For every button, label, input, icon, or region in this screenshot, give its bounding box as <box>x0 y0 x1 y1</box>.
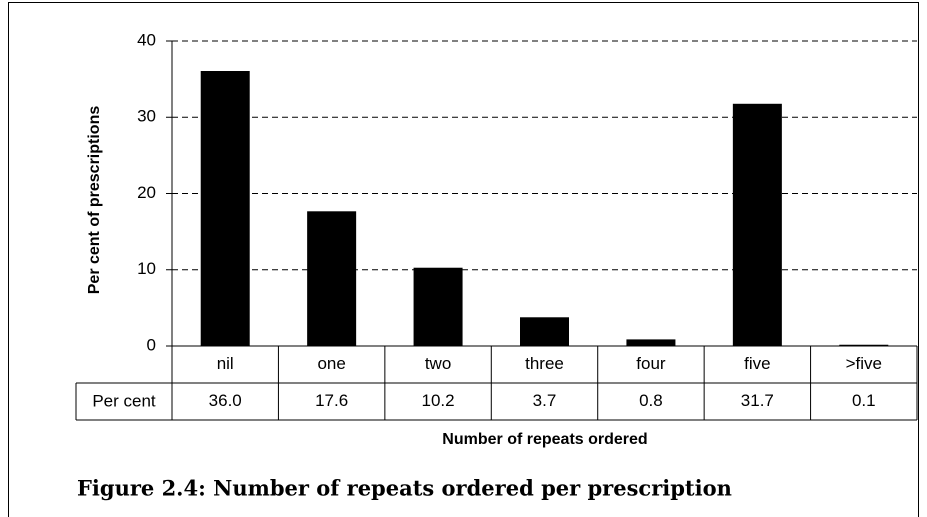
x-tick-label: nil <box>217 354 234 373</box>
table-row-label: Per cent <box>92 391 156 410</box>
bar <box>732 103 782 347</box>
value-label: 10.2 <box>422 391 455 410</box>
x-tick-label: four <box>636 354 666 373</box>
x-tick-label: three <box>525 354 564 373</box>
y-tick-label: 10 <box>137 259 156 278</box>
bar <box>307 211 357 347</box>
bar <box>626 339 676 347</box>
y-tick-label: 30 <box>137 107 156 126</box>
value-label: 31.7 <box>741 391 774 410</box>
x-tick-label: one <box>317 354 345 373</box>
y-tick-label: 40 <box>137 30 156 49</box>
chart-title: Figure 2.4: Number of repeats ordered pe… <box>77 476 732 501</box>
x-tick-label: five <box>744 354 770 373</box>
value-label: 0.1 <box>852 391 876 410</box>
value-label: 0.8 <box>639 391 663 410</box>
x-tick-label: >five <box>846 354 882 373</box>
y-axis-label: Per cent of prescriptions <box>86 106 103 295</box>
value-label: 17.6 <box>315 391 348 410</box>
value-label: 3.7 <box>533 391 557 410</box>
x-axis-label: Number of repeats ordered <box>442 431 647 448</box>
x-tick-label: two <box>425 354 451 373</box>
bar <box>413 267 463 347</box>
bar <box>520 317 569 347</box>
frame <box>8 2 919 517</box>
y-tick-label: 0 <box>147 335 156 354</box>
bar <box>839 344 889 347</box>
y-tick-label: 20 <box>137 183 156 202</box>
bar <box>200 71 250 347</box>
value-label: 36.0 <box>209 391 242 410</box>
